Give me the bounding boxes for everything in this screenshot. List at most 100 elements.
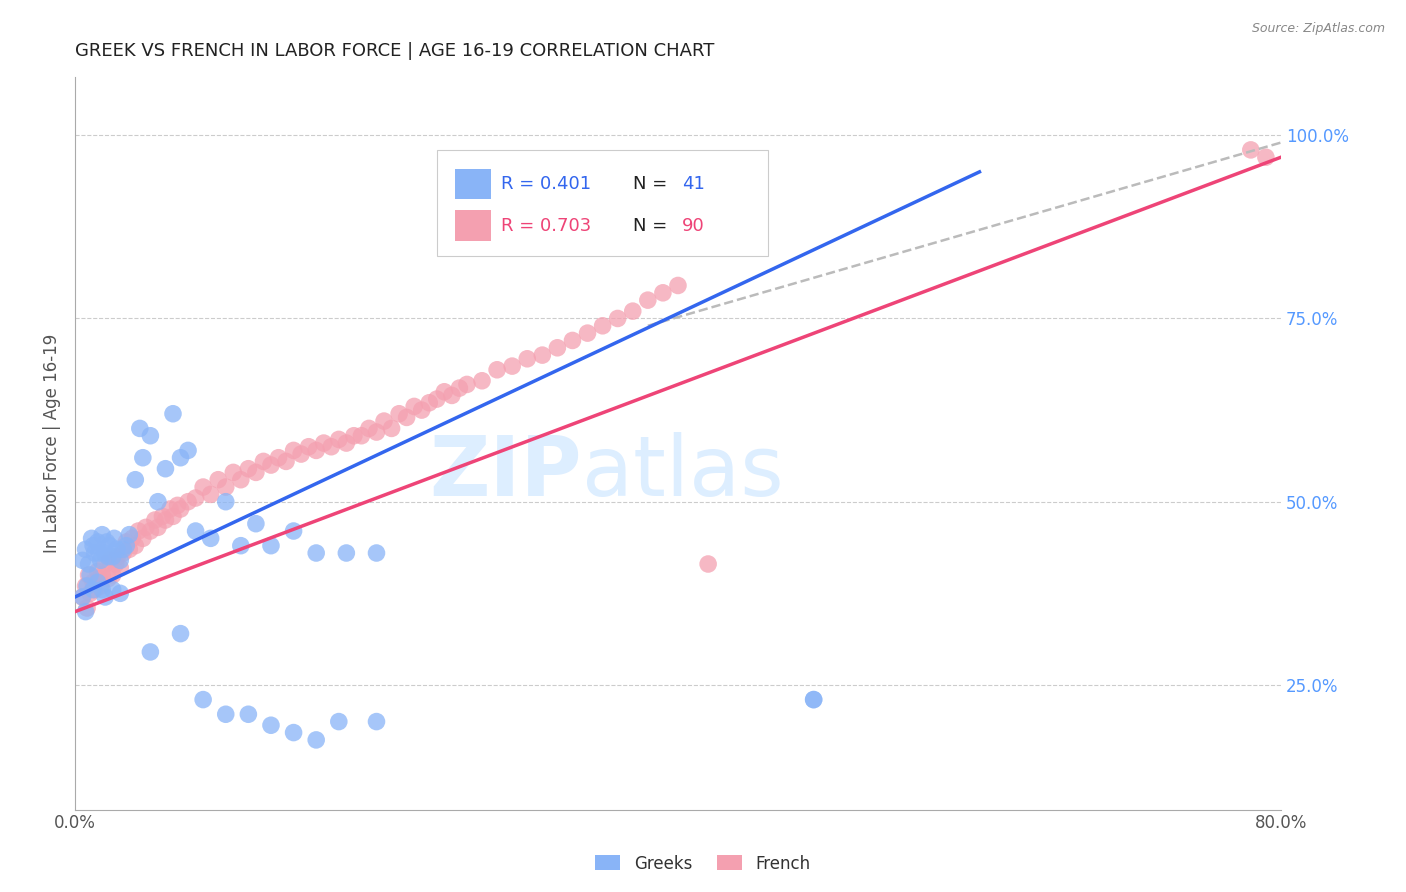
Point	[159, 502, 181, 516]
Point	[177, 494, 200, 508]
Point	[395, 410, 418, 425]
Point	[143, 513, 166, 527]
Point	[298, 440, 321, 454]
Point	[305, 732, 328, 747]
Legend: Greeks, French: Greeks, French	[589, 848, 817, 880]
Point	[666, 278, 689, 293]
Point	[124, 539, 146, 553]
Point	[98, 553, 121, 567]
Point	[115, 535, 138, 549]
Point	[501, 359, 523, 373]
Point	[79, 586, 101, 600]
Point	[366, 714, 388, 729]
Point	[72, 590, 94, 604]
Point	[546, 341, 568, 355]
Point	[135, 520, 157, 534]
Point	[103, 532, 125, 546]
Point	[97, 572, 120, 586]
Point	[606, 311, 628, 326]
Point	[245, 466, 267, 480]
Point	[697, 557, 720, 571]
Text: 41: 41	[682, 175, 704, 193]
Point	[357, 421, 380, 435]
Point	[98, 539, 121, 553]
Point	[215, 480, 238, 494]
Point	[245, 516, 267, 531]
Point	[90, 579, 112, 593]
Point	[373, 414, 395, 428]
Point	[90, 553, 112, 567]
Point	[637, 293, 659, 307]
Point	[101, 568, 124, 582]
Point	[177, 443, 200, 458]
Point	[456, 377, 478, 392]
Point	[89, 572, 111, 586]
Point	[388, 407, 411, 421]
Point	[366, 425, 388, 439]
Point	[97, 549, 120, 564]
Point	[118, 527, 141, 541]
Point	[200, 487, 222, 501]
Point	[75, 605, 97, 619]
Point	[486, 363, 509, 377]
Point	[267, 450, 290, 465]
Point	[162, 509, 184, 524]
Point	[72, 553, 94, 567]
Point	[592, 318, 614, 333]
Point	[82, 582, 104, 597]
Point	[440, 388, 463, 402]
Point	[139, 428, 162, 442]
Point	[121, 532, 143, 546]
Point	[215, 707, 238, 722]
Point	[803, 692, 825, 706]
Bar	[456, 169, 491, 199]
Point	[94, 590, 117, 604]
Point	[82, 539, 104, 553]
Point	[94, 557, 117, 571]
Point	[124, 473, 146, 487]
Point	[283, 725, 305, 739]
Point	[531, 348, 554, 362]
Point	[86, 575, 108, 590]
Point	[449, 381, 471, 395]
Point	[283, 443, 305, 458]
Point	[191, 692, 214, 706]
Point	[1240, 143, 1263, 157]
Point	[80, 532, 103, 546]
Point	[328, 433, 350, 447]
Point	[321, 440, 343, 454]
Point	[75, 579, 97, 593]
Point	[105, 542, 128, 557]
Text: Source: ZipAtlas.com: Source: ZipAtlas.com	[1251, 22, 1385, 36]
Point	[127, 524, 149, 538]
Point	[471, 374, 494, 388]
Point	[82, 575, 104, 590]
Point	[305, 546, 328, 560]
Point	[132, 532, 155, 546]
Point	[418, 396, 440, 410]
Point	[335, 436, 357, 450]
Point	[112, 542, 135, 557]
Point	[238, 461, 260, 475]
Point	[101, 582, 124, 597]
Point	[83, 546, 105, 560]
Point	[110, 553, 132, 567]
Point	[75, 542, 97, 557]
Point	[335, 546, 357, 560]
Point	[72, 590, 94, 604]
Point	[115, 539, 138, 553]
Point	[105, 549, 128, 564]
Point	[229, 539, 252, 553]
Text: R = 0.401: R = 0.401	[501, 175, 591, 193]
Point	[215, 494, 238, 508]
Point	[96, 535, 118, 549]
Point	[110, 586, 132, 600]
Point	[91, 568, 114, 582]
Point	[290, 447, 312, 461]
Point	[104, 557, 127, 571]
Text: 90: 90	[682, 217, 704, 235]
Point	[155, 513, 177, 527]
Point	[283, 524, 305, 538]
Point	[274, 454, 297, 468]
Text: R = 0.703: R = 0.703	[501, 217, 591, 235]
